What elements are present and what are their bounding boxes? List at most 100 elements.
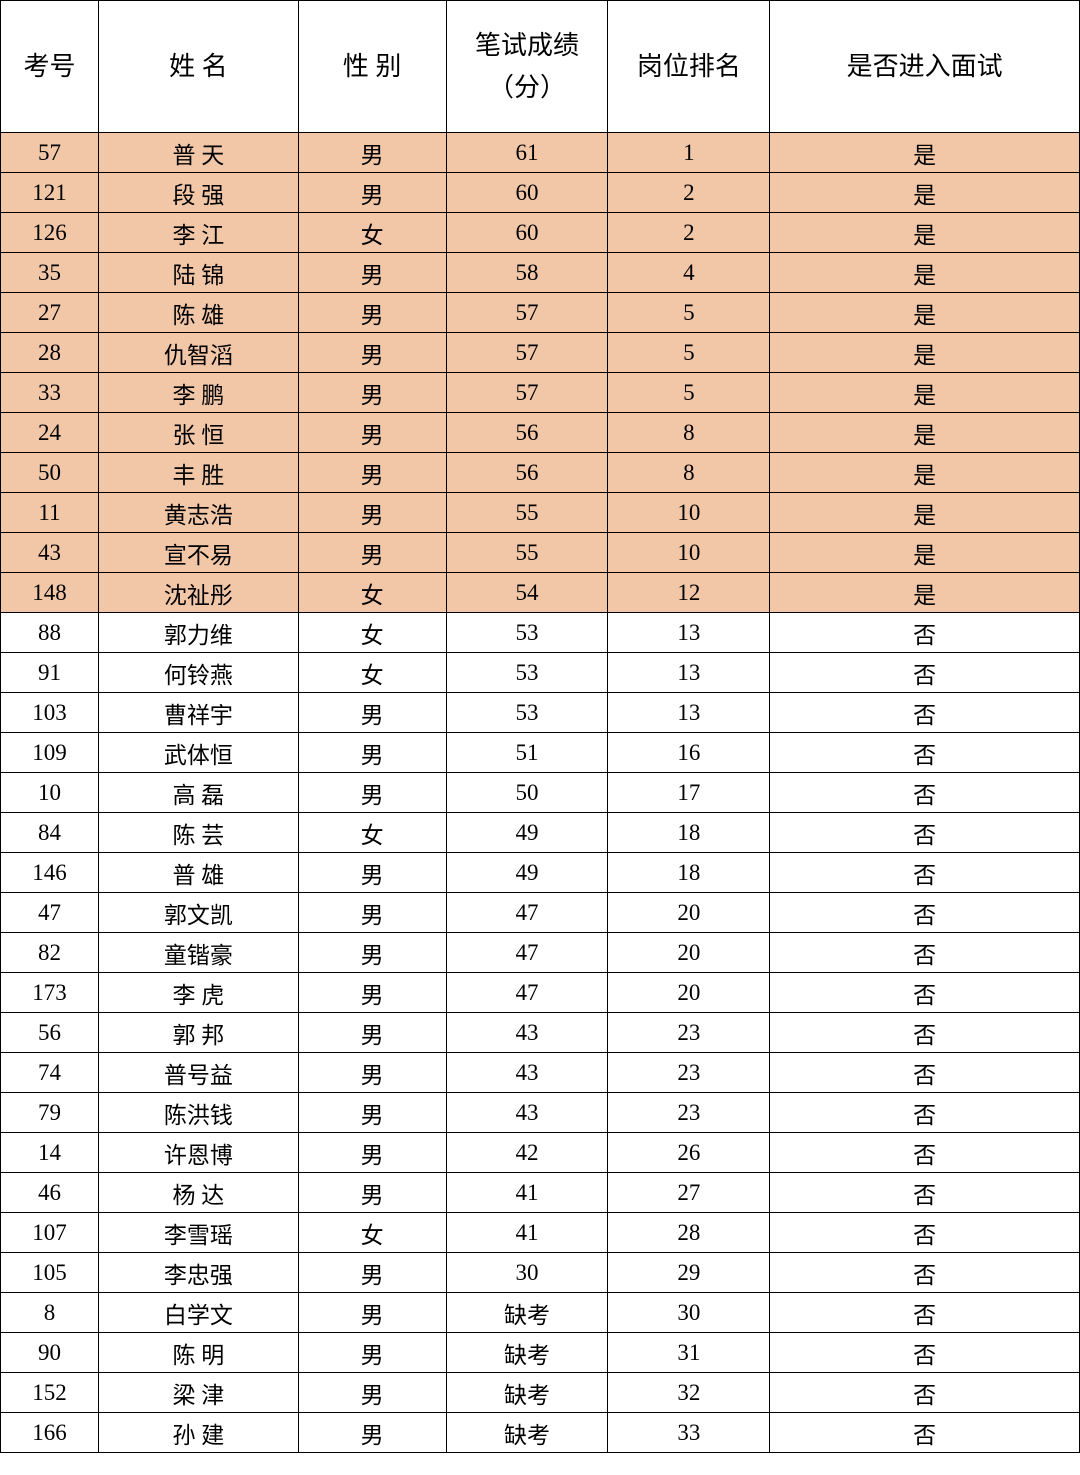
table-row: 8白学文男缺考30否	[1, 1293, 1080, 1333]
cell-gender: 男	[298, 933, 446, 973]
cell-rank: 30	[608, 1293, 770, 1333]
cell-interview: 否	[770, 933, 1080, 973]
cell-name: 曹祥宇	[98, 693, 298, 733]
table-row: 84陈 芸女4918否	[1, 813, 1080, 853]
cell-name: 许恩博	[98, 1133, 298, 1173]
cell-interview: 是	[770, 533, 1080, 573]
cell-rank: 1	[608, 133, 770, 173]
cell-name: 郭 邦	[98, 1013, 298, 1053]
cell-gender: 男	[298, 1133, 446, 1173]
cell-score: 41	[446, 1213, 608, 1253]
cell-exam-id: 8	[1, 1293, 99, 1333]
cell-name: 李 鹏	[98, 373, 298, 413]
cell-score: 57	[446, 373, 608, 413]
cell-interview: 否	[770, 1053, 1080, 1093]
cell-score: 54	[446, 573, 608, 613]
cell-score: 58	[446, 253, 608, 293]
cell-interview: 否	[770, 1333, 1080, 1373]
cell-rank: 13	[608, 653, 770, 693]
cell-score: 57	[446, 293, 608, 333]
cell-name: 沈祉彤	[98, 573, 298, 613]
cell-exam-id: 50	[1, 453, 99, 493]
header-exam-id: 考号	[1, 1, 99, 133]
cell-interview: 是	[770, 293, 1080, 333]
cell-exam-id: 107	[1, 1213, 99, 1253]
cell-name: 普 天	[98, 133, 298, 173]
cell-interview: 否	[770, 853, 1080, 893]
cell-gender: 女	[298, 213, 446, 253]
table-row: 57普 天男611是	[1, 133, 1080, 173]
cell-exam-id: 24	[1, 413, 99, 453]
header-name: 姓 名	[98, 1, 298, 133]
cell-interview: 否	[770, 1133, 1080, 1173]
cell-rank: 20	[608, 893, 770, 933]
cell-interview: 是	[770, 333, 1080, 373]
cell-name: 武体恒	[98, 733, 298, 773]
cell-gender: 男	[298, 1053, 446, 1093]
cell-exam-id: 109	[1, 733, 99, 773]
cell-gender: 男	[298, 133, 446, 173]
cell-exam-id: 46	[1, 1173, 99, 1213]
cell-gender: 男	[298, 1293, 446, 1333]
cell-score: 50	[446, 773, 608, 813]
cell-interview: 否	[770, 893, 1080, 933]
cell-name: 杨 达	[98, 1173, 298, 1213]
cell-score: 30	[446, 1253, 608, 1293]
cell-name: 李 虎	[98, 973, 298, 1013]
table-row: 10高 磊男5017否	[1, 773, 1080, 813]
cell-interview: 否	[770, 1253, 1080, 1293]
cell-score: 56	[446, 453, 608, 493]
cell-exam-id: 146	[1, 853, 99, 893]
cell-gender: 男	[298, 693, 446, 733]
cell-interview: 否	[770, 773, 1080, 813]
table-row: 47郭文凯男4720否	[1, 893, 1080, 933]
cell-name: 宣不易	[98, 533, 298, 573]
cell-name: 童锴豪	[98, 933, 298, 973]
cell-exam-id: 74	[1, 1053, 99, 1093]
cell-name: 陈洪钱	[98, 1093, 298, 1133]
cell-gender: 男	[298, 1373, 446, 1413]
cell-exam-id: 173	[1, 973, 99, 1013]
cell-interview: 否	[770, 613, 1080, 653]
cell-gender: 男	[298, 493, 446, 533]
cell-rank: 23	[608, 1053, 770, 1093]
cell-exam-id: 11	[1, 493, 99, 533]
cell-name: 张 恒	[98, 413, 298, 453]
cell-exam-id: 148	[1, 573, 99, 613]
cell-interview: 是	[770, 573, 1080, 613]
cell-exam-id: 84	[1, 813, 99, 853]
cell-interview: 否	[770, 1173, 1080, 1213]
cell-name: 陆 锦	[98, 253, 298, 293]
table-body: 57普 天男611是121段 强男602是126李 江女602是35陆 锦男58…	[1, 133, 1080, 1453]
cell-score: 51	[446, 733, 608, 773]
table-row: 24张 恒男568是	[1, 413, 1080, 453]
cell-name: 梁 津	[98, 1373, 298, 1413]
cell-interview: 否	[770, 653, 1080, 693]
cell-name: 段 强	[98, 173, 298, 213]
cell-rank: 28	[608, 1213, 770, 1253]
cell-interview: 是	[770, 213, 1080, 253]
cell-score: 43	[446, 1053, 608, 1093]
header-rank: 岗位排名	[608, 1, 770, 133]
cell-rank: 20	[608, 933, 770, 973]
table-row: 11黄志浩男5510是	[1, 493, 1080, 533]
cell-rank: 33	[608, 1413, 770, 1453]
table-row: 148沈祉彤女5412是	[1, 573, 1080, 613]
table-row: 88郭力维女5313否	[1, 613, 1080, 653]
cell-name: 李忠强	[98, 1253, 298, 1293]
cell-exam-id: 166	[1, 1413, 99, 1453]
cell-exam-id: 152	[1, 1373, 99, 1413]
cell-rank: 13	[608, 613, 770, 653]
cell-name: 李雪瑶	[98, 1213, 298, 1253]
cell-score: 55	[446, 533, 608, 573]
cell-gender: 男	[298, 333, 446, 373]
cell-score: 43	[446, 1013, 608, 1053]
cell-gender: 男	[298, 1413, 446, 1453]
cell-exam-id: 35	[1, 253, 99, 293]
cell-name: 郭力维	[98, 613, 298, 653]
cell-score: 缺考	[446, 1413, 608, 1453]
cell-rank: 5	[608, 333, 770, 373]
cell-interview: 是	[770, 493, 1080, 533]
cell-rank: 18	[608, 853, 770, 893]
cell-name: 黄志浩	[98, 493, 298, 533]
